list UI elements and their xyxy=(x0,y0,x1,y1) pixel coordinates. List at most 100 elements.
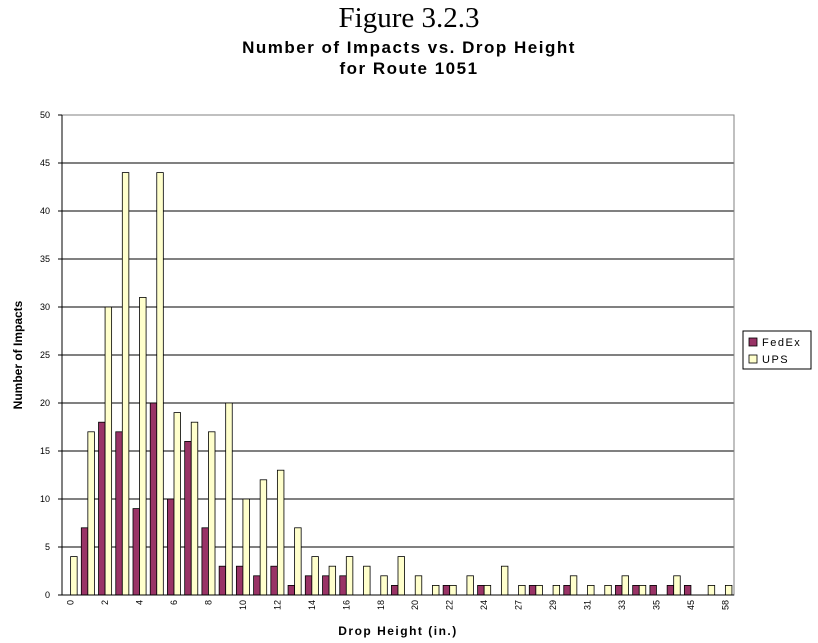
legend-label-fedex: FedEx xyxy=(762,337,801,349)
bar-ups-15 xyxy=(328,565,337,596)
y-tick-label: 35 xyxy=(40,254,50,264)
bar-ups-23 xyxy=(466,575,474,596)
bar-ups-6 xyxy=(173,412,181,596)
y-tick-label: 25 xyxy=(40,350,50,360)
bar-fedex-15 xyxy=(322,575,330,596)
figure-label: Figure 3.2.3 xyxy=(338,2,480,34)
y-tick-label: 15 xyxy=(40,446,50,456)
bar-fedex-6 xyxy=(167,498,175,596)
chart-title-line-1: Number of Impacts vs. Drop Height xyxy=(242,38,576,57)
y-tick-label: 10 xyxy=(40,494,50,504)
bar-fedex-24 xyxy=(477,585,485,596)
x-tick-label: 8 xyxy=(203,600,213,605)
x-tick-label: 4 xyxy=(135,600,145,605)
bar-ups-58 xyxy=(724,585,733,596)
bar-fedex-35 xyxy=(649,585,657,596)
bar-ups-8 xyxy=(208,431,216,596)
x-tick-label: 58 xyxy=(720,600,730,610)
bar-ups-24 xyxy=(483,585,492,596)
y-axis-title: Number of Impacts xyxy=(11,300,25,409)
bar-fedex-30 xyxy=(563,585,571,596)
y-tick-label: 0 xyxy=(45,590,50,600)
bar-ups-27 xyxy=(518,585,526,596)
bar-ups-25 xyxy=(500,565,509,596)
bar-ups-18 xyxy=(380,575,388,596)
bar-ups-14 xyxy=(311,556,319,596)
bar-fedex-1 xyxy=(80,527,89,596)
bar-ups-13 xyxy=(294,527,302,596)
bar-ups-40 xyxy=(673,575,681,596)
y-tick-label: 50 xyxy=(40,110,50,120)
x-tick-label: 14 xyxy=(307,600,317,610)
bar-ups-22 xyxy=(449,585,457,596)
bar-ups-1 xyxy=(87,431,95,596)
bar-ups-10 xyxy=(242,498,250,596)
x-tick-label: 22 xyxy=(445,600,455,610)
legend-swatch-fedex xyxy=(748,337,758,347)
x-tick-label: 12 xyxy=(272,600,282,610)
bar-ups-30 xyxy=(569,575,578,596)
x-tick-label: 10 xyxy=(238,600,248,610)
bar-ups-21 xyxy=(432,585,440,596)
bar-ups-31 xyxy=(587,585,595,596)
bar-fedex-13 xyxy=(287,585,296,596)
x-tick-label: 27 xyxy=(514,600,524,610)
bar-ups-3 xyxy=(121,172,130,596)
bar-ups-12 xyxy=(276,469,285,596)
bar-ups-11 xyxy=(259,479,268,596)
bar-ups-2 xyxy=(104,306,113,596)
bar-ups-9 xyxy=(225,402,233,596)
x-tick-label: 33 xyxy=(617,600,627,610)
x-tick-label: 2 xyxy=(100,600,110,605)
bar-ups-5 xyxy=(156,172,164,596)
bar-ups-17 xyxy=(363,565,371,596)
chart-title: Number of Impacts vs. Drop Height for Ro… xyxy=(0,37,818,79)
x-axis-title: Drop Height (in.) xyxy=(338,624,457,638)
bar-ups-28 xyxy=(535,585,543,596)
y-tick-label: 40 xyxy=(40,206,50,216)
bar-fedex-22 xyxy=(442,585,451,596)
bar-ups-50 xyxy=(707,585,716,596)
bar-fedex-4 xyxy=(132,508,140,596)
bar-fedex-16 xyxy=(339,575,347,596)
legend-label-ups: UPS xyxy=(762,354,789,366)
bar-fedex-14 xyxy=(304,575,313,596)
bar-ups-16 xyxy=(345,556,354,596)
legend: FedEx UPS xyxy=(742,330,812,370)
bar-ups-29 xyxy=(552,585,561,596)
y-tick-label: 30 xyxy=(40,302,50,312)
bar-ups-20 xyxy=(414,575,423,596)
x-tick-label: 0 xyxy=(66,600,76,605)
bar-ups-4 xyxy=(139,296,147,596)
x-tick-label: 20 xyxy=(410,600,420,610)
y-tick-label: 20 xyxy=(40,398,50,408)
bar-ups-34 xyxy=(638,585,647,596)
bar-fedex-10 xyxy=(235,565,244,596)
bar-fedex-3 xyxy=(115,431,123,596)
x-tick-label: 6 xyxy=(169,600,179,605)
bar-ups-33 xyxy=(621,575,629,596)
legend-swatch-ups xyxy=(748,354,758,364)
bar-fedex-8 xyxy=(201,527,209,596)
x-tick-label: 18 xyxy=(376,600,386,610)
bar-fedex-2 xyxy=(98,421,106,596)
bar-fedex-28 xyxy=(528,585,537,596)
x-tick-label: 24 xyxy=(479,600,489,610)
x-tick-label: 45 xyxy=(686,600,696,610)
x-tick-label: 31 xyxy=(583,600,593,610)
bar-ups-32 xyxy=(604,585,612,596)
x-tick-label: 16 xyxy=(341,600,351,610)
bar-fedex-11 xyxy=(253,575,261,596)
bar-ups-7 xyxy=(190,421,199,596)
x-tick-label: 29 xyxy=(548,600,558,610)
bar-fedex-19 xyxy=(391,585,399,596)
bar-ups-0 xyxy=(70,556,78,596)
bar-fedex-5 xyxy=(149,402,158,596)
chart-title-line-2: for Route 1051 xyxy=(339,59,479,78)
bar-fedex-45 xyxy=(683,585,692,596)
bar-fedex-34 xyxy=(632,585,640,596)
x-tick-label: 35 xyxy=(651,600,661,610)
bar-fedex-40 xyxy=(666,585,675,596)
bar-fedex-9 xyxy=(218,565,227,596)
